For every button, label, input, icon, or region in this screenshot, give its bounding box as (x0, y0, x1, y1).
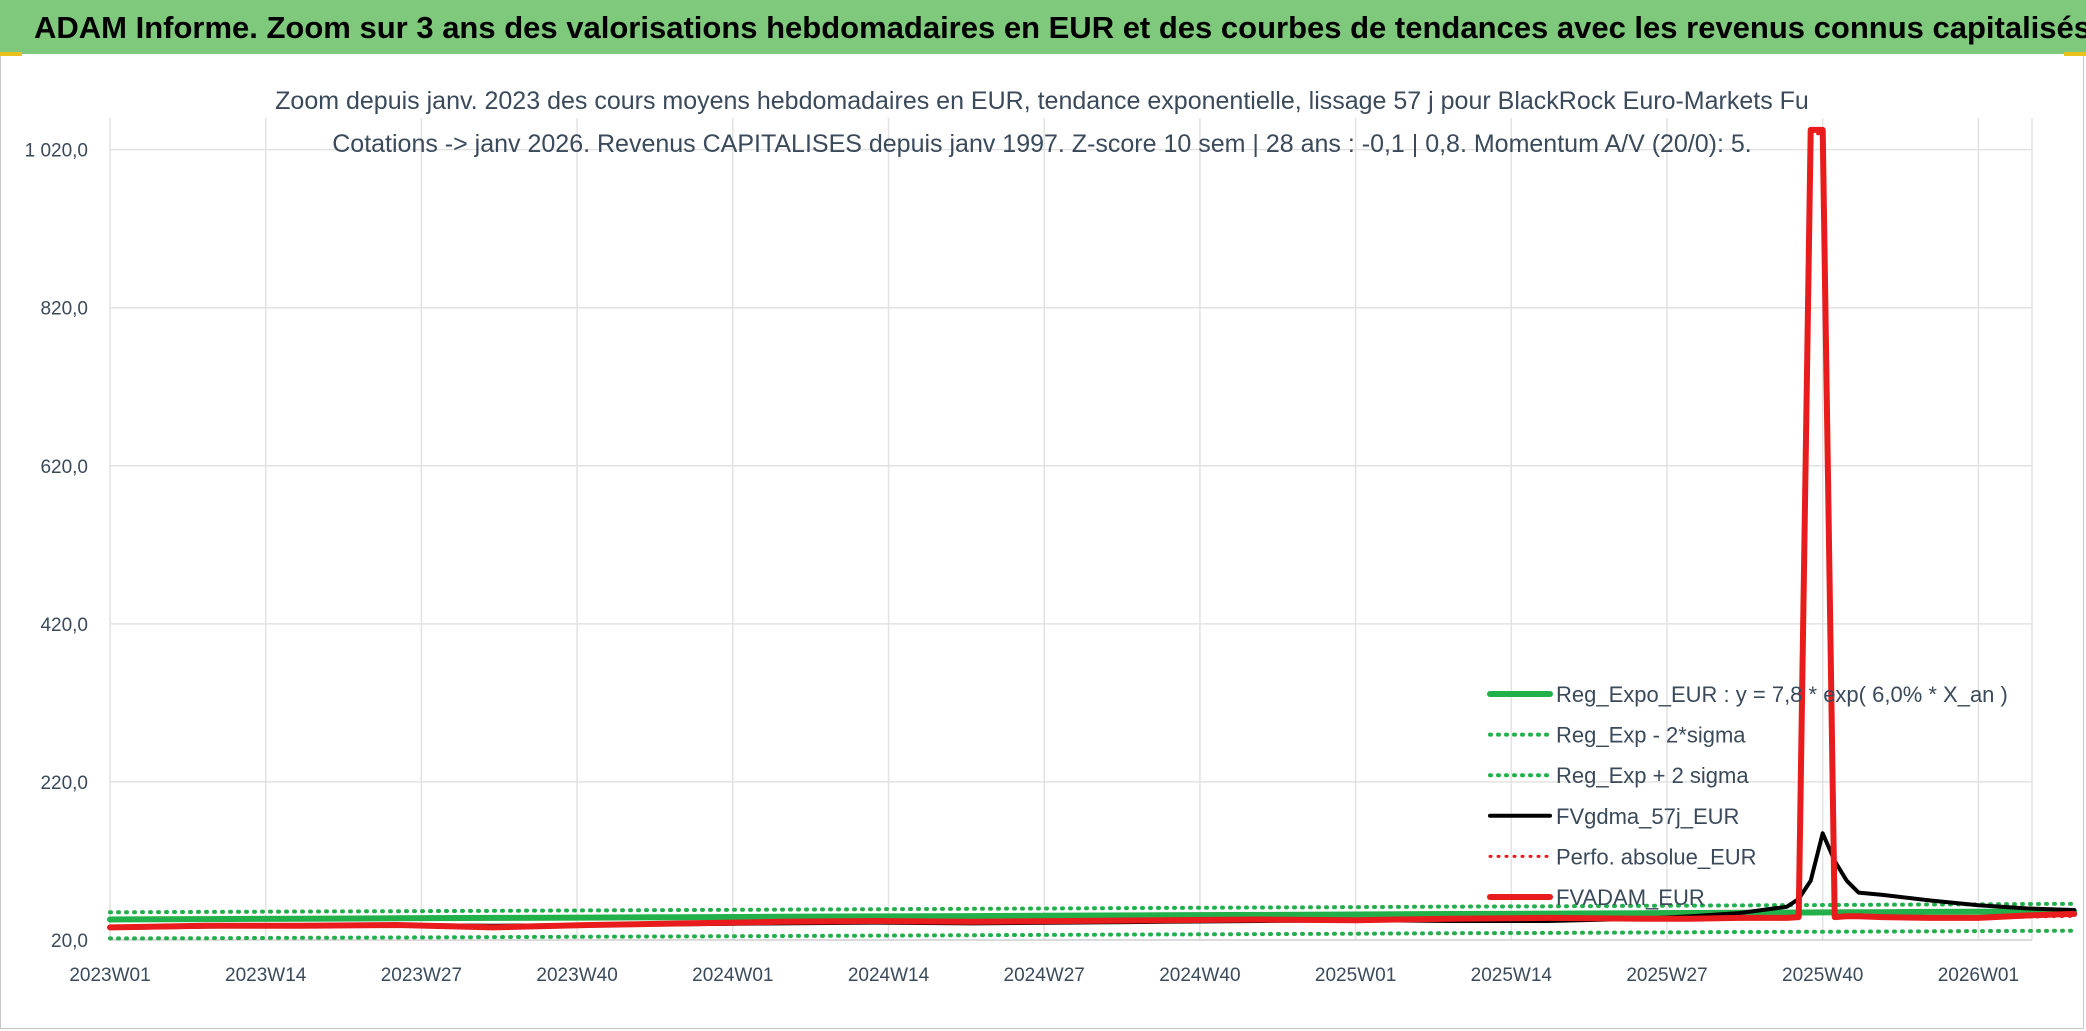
y-tick-label: 1 020,0 (25, 141, 88, 162)
legend: Reg_Expo_EUR : y = 7,8 * exp( 6,0% * X_a… (1487, 682, 2008, 910)
y-axis-ticks: 20,0 220,0 420,0 620,0 820,0 1 020,0 (25, 141, 88, 952)
y-tick-label: 420,0 (40, 615, 88, 636)
x-axis-ticks: 2023W01 2023W14 2023W27 2023W40 2024W01 2024W… (69, 965, 2019, 986)
legend-label: FVgdma_57j_EUR (1556, 804, 1739, 829)
series-line-1 (108, 928, 2077, 941)
x-tick-label: 2023W14 (225, 965, 307, 986)
series-lines (107, 126, 2078, 941)
y-tick-label: 20,0 (51, 931, 88, 952)
x-tick-label: 2025W27 (1626, 965, 1707, 986)
series-line-5 (107, 126, 2078, 931)
x-tick-label: 2026W01 (1938, 965, 2019, 986)
chart-title: Zoom depuis janv. 2023 des cours moyens … (275, 87, 1809, 115)
x-tick-label: 2025W01 (1315, 965, 1396, 986)
legend-label: Reg_Expo_EUR : y = 7,8 * exp( 6,0% * X_a… (1556, 682, 2008, 707)
accent-left (0, 52, 22, 56)
series-line-4 (108, 132, 2076, 929)
x-tick-label: 2023W01 (69, 965, 150, 986)
x-tick-label: 2023W27 (381, 965, 462, 986)
y-tick-label: 220,0 (40, 773, 88, 794)
series-line-0 (107, 908, 2078, 923)
report-banner: ADAM Informe. Zoom sur 3 ans des valoris… (0, 0, 2086, 54)
accent-right (2064, 52, 2086, 56)
legend-label: Reg_Exp + 2 sigma (1556, 763, 1749, 788)
y-tick-label: 620,0 (40, 457, 88, 478)
chart-subtitle: Cotations -> janv 2026. Revenus CAPITALI… (332, 130, 1752, 158)
x-tick-label: 2024W27 (1004, 965, 1085, 986)
x-tick-label: 2024W01 (692, 965, 773, 986)
chart-frame (0, 54, 2084, 1029)
vertical-gridlines (109, 118, 2033, 940)
legend-label: Reg_Exp - 2*sigma (1556, 723, 1746, 748)
x-tick-label: 2025W40 (1782, 965, 1863, 986)
horizontal-gridlines (110, 148, 2032, 941)
x-tick-label: 2025W14 (1471, 965, 1553, 986)
legend-label: FVADAM_EUR (1556, 885, 1705, 910)
x-tick-label: 2024W40 (1159, 965, 1240, 986)
legend-label: Perfo. absolue_EUR (1556, 844, 1757, 869)
x-tick-label: 2024W14 (848, 965, 930, 986)
series-line-2 (108, 901, 2077, 915)
y-tick-label: 820,0 (40, 299, 88, 320)
x-tick-label: 2023W40 (536, 965, 617, 986)
